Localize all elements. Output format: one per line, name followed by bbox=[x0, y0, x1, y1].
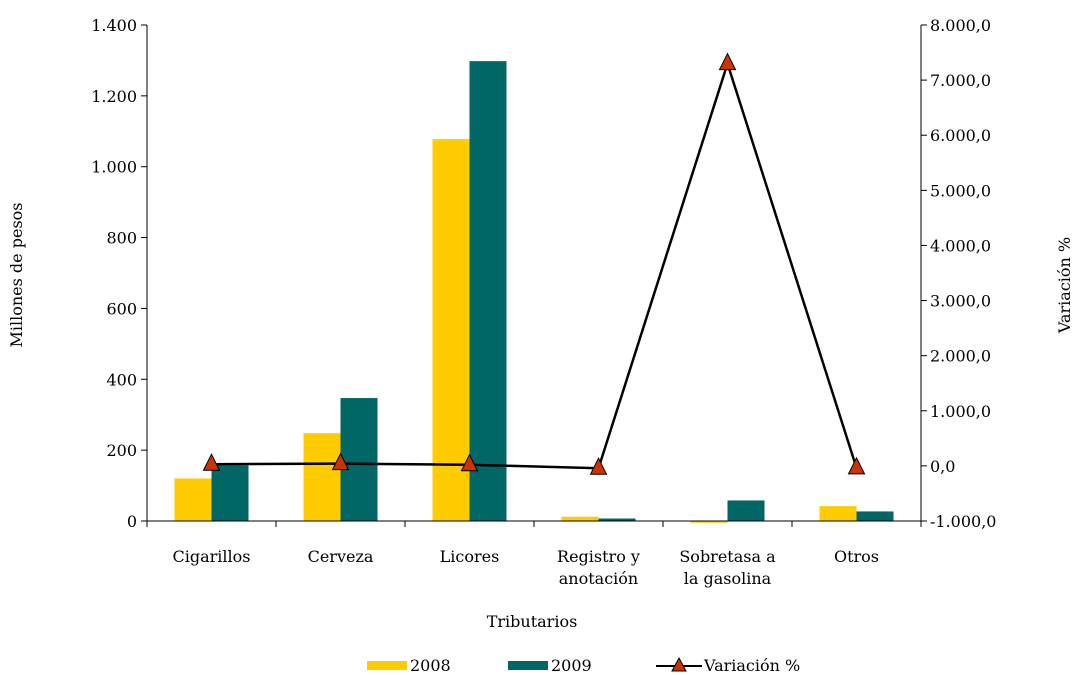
y2-tick-label: 5.000,0 bbox=[930, 181, 991, 200]
y2-tick-label: 4.000,0 bbox=[930, 236, 991, 255]
legend: 2008 2009 Variación % bbox=[367, 656, 800, 675]
y-tick-label: 1.000 bbox=[91, 158, 137, 177]
legend-marker-variacion bbox=[671, 656, 687, 672]
bar-2008 bbox=[819, 506, 857, 521]
legend-label-variacion: Variación % bbox=[703, 656, 800, 675]
y2-tick-label: 7.000,0 bbox=[930, 71, 991, 90]
y2-axis-title: Variación % bbox=[1055, 237, 1073, 334]
line-marker bbox=[331, 452, 350, 471]
line-marker bbox=[460, 453, 479, 472]
y2-tick-label: 2.000,0 bbox=[930, 347, 991, 366]
bar-2008 bbox=[561, 516, 599, 521]
y-tick-label: 800 bbox=[106, 229, 137, 248]
bar-2008 bbox=[303, 433, 341, 521]
bar-2009 bbox=[856, 511, 894, 521]
y-tick-label: 0 bbox=[127, 512, 137, 531]
x-tick-label: Sobretasa a bbox=[679, 547, 776, 566]
y-axis-title: Millones de pesos bbox=[7, 203, 26, 348]
x-tick-label: Licores bbox=[440, 547, 500, 566]
legend-label-2008: 2008 bbox=[410, 656, 451, 675]
line-variacion bbox=[211, 59, 858, 470]
bar-2009 bbox=[727, 500, 765, 521]
bar-2009 bbox=[340, 398, 378, 521]
legend-swatch-2009 bbox=[508, 661, 548, 670]
line-marker bbox=[847, 456, 866, 475]
x-tick-label: la gasolina bbox=[684, 569, 772, 588]
y2-tick-label: 0,0 bbox=[930, 457, 955, 476]
line-marker bbox=[589, 457, 608, 475]
labels-layer: 0 200 400 600 800 1.000 1.200 1.400 -1.000,0 0,0 1… bbox=[91, 16, 996, 588]
x-tick-label: Cerveza bbox=[308, 547, 374, 566]
bar-2009 bbox=[598, 518, 636, 521]
bar-2008 bbox=[690, 521, 728, 523]
y-tick-label: 600 bbox=[106, 299, 137, 318]
y-tick-label: 1.200 bbox=[91, 87, 137, 106]
line-marker bbox=[202, 453, 221, 471]
legend-swatch-2008 bbox=[367, 661, 407, 670]
y2-tick-label: 8.000,0 bbox=[930, 16, 991, 35]
bars-layer bbox=[174, 61, 894, 523]
bar-2008 bbox=[174, 478, 212, 521]
axes-layer bbox=[146, 25, 922, 522]
y2-tick-label: 6.000,0 bbox=[930, 126, 991, 145]
y2-tick-label: -1.000,0 bbox=[930, 512, 996, 531]
x-axis-title: Tributarios bbox=[487, 612, 578, 631]
y-tick-label: 1.400 bbox=[91, 16, 137, 35]
bar-2008 bbox=[432, 139, 470, 521]
x-tick-label: Cigarillos bbox=[173, 547, 251, 566]
y2-tick-label: 1.000,0 bbox=[930, 402, 991, 421]
x-tick-label: Registro y bbox=[557, 547, 640, 566]
x-tick-label: anotación bbox=[559, 569, 638, 588]
legend-label-2009: 2009 bbox=[551, 656, 592, 675]
bar-2009 bbox=[211, 465, 249, 521]
line-marker bbox=[718, 52, 737, 71]
y2-tick-label: 3.000,0 bbox=[930, 292, 991, 311]
bar-2009 bbox=[469, 61, 507, 521]
y-tick-label: 200 bbox=[106, 441, 137, 460]
x-tick-label: Otros bbox=[834, 547, 879, 566]
y-tick-label: 400 bbox=[106, 370, 137, 389]
line-series-layer bbox=[202, 52, 866, 475]
